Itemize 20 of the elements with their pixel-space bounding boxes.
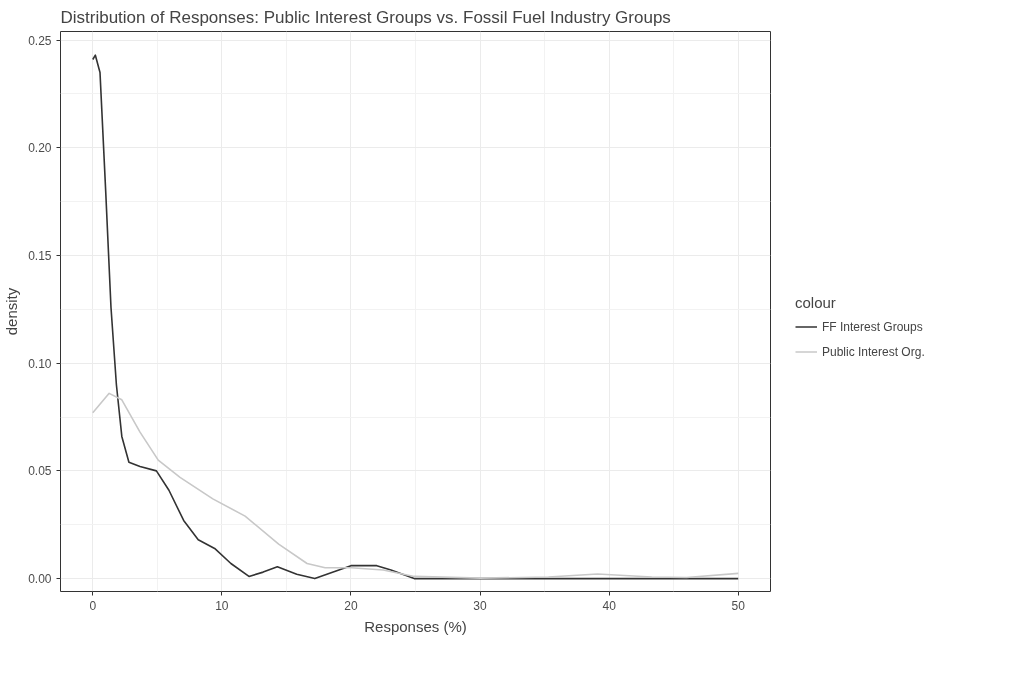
- y-tick-label: 0.20: [28, 141, 52, 156]
- y-tick-label: 0.25: [28, 33, 52, 48]
- line-series: [91, 392, 740, 579]
- x-tick-label: 0: [89, 598, 97, 613]
- x-tick-label: 40: [602, 598, 617, 613]
- x-tick-label: 30: [473, 598, 488, 613]
- chart-title: Distribution of Responses: Public Interest Groups vs. Fossil Fuel Industry Groups: [60, 7, 671, 27]
- y-tick-label: 0.15: [28, 249, 52, 263]
- y-tick-label: 0.10: [28, 356, 52, 371]
- legend-title: colour: [795, 293, 837, 310]
- x-tick-label: 20: [344, 598, 358, 613]
- line-series: [91, 54, 740, 580]
- x-tick-label: 10: [215, 598, 229, 613]
- y-tick-label: 0.05: [28, 464, 52, 479]
- y-axis-title: density: [3, 287, 21, 336]
- legend-label: FF Interest Groups: [822, 319, 924, 333]
- legend-label: Public Interest Org.: [822, 344, 926, 358]
- x-tick-label: 50: [731, 598, 746, 613]
- x-axis-title: Responses (%): [364, 617, 467, 635]
- y-tick-label: 0.00: [28, 572, 52, 587]
